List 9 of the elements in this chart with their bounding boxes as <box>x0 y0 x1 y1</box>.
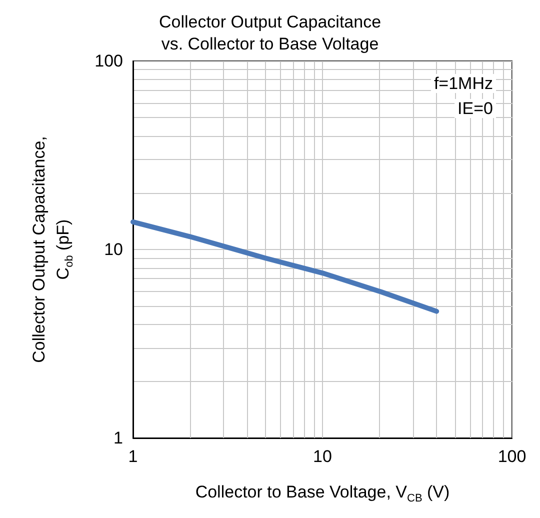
y-tick-label: 100 <box>94 52 123 70</box>
x-tick-label: 1 <box>128 447 138 466</box>
annotation: IE=0 <box>458 99 494 118</box>
y-tick-label: 10 <box>104 240 123 259</box>
chart-title: Collector Output Capacitance vs. Collector to Base Voltage <box>158 12 382 54</box>
y-tick-label: 1 <box>114 428 123 448</box>
x-tick-label: 10 <box>313 447 332 466</box>
annotation: f=1MHz <box>434 74 494 93</box>
x-tick-label: 100 <box>498 447 526 466</box>
